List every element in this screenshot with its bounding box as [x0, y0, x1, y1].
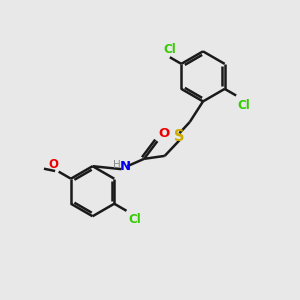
Text: N: N — [119, 160, 130, 173]
Text: Cl: Cl — [128, 213, 141, 226]
Text: S: S — [174, 129, 185, 144]
Text: Cl: Cl — [238, 99, 250, 112]
Text: Cl: Cl — [164, 43, 176, 56]
Text: O: O — [159, 127, 170, 140]
Text: O: O — [48, 158, 58, 171]
Text: H: H — [113, 160, 121, 170]
